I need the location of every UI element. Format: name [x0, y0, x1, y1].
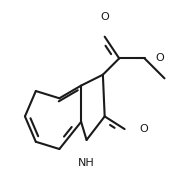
Text: O: O — [100, 12, 109, 22]
Text: O: O — [139, 124, 148, 134]
Text: O: O — [155, 53, 164, 63]
Text: NH: NH — [78, 158, 95, 168]
